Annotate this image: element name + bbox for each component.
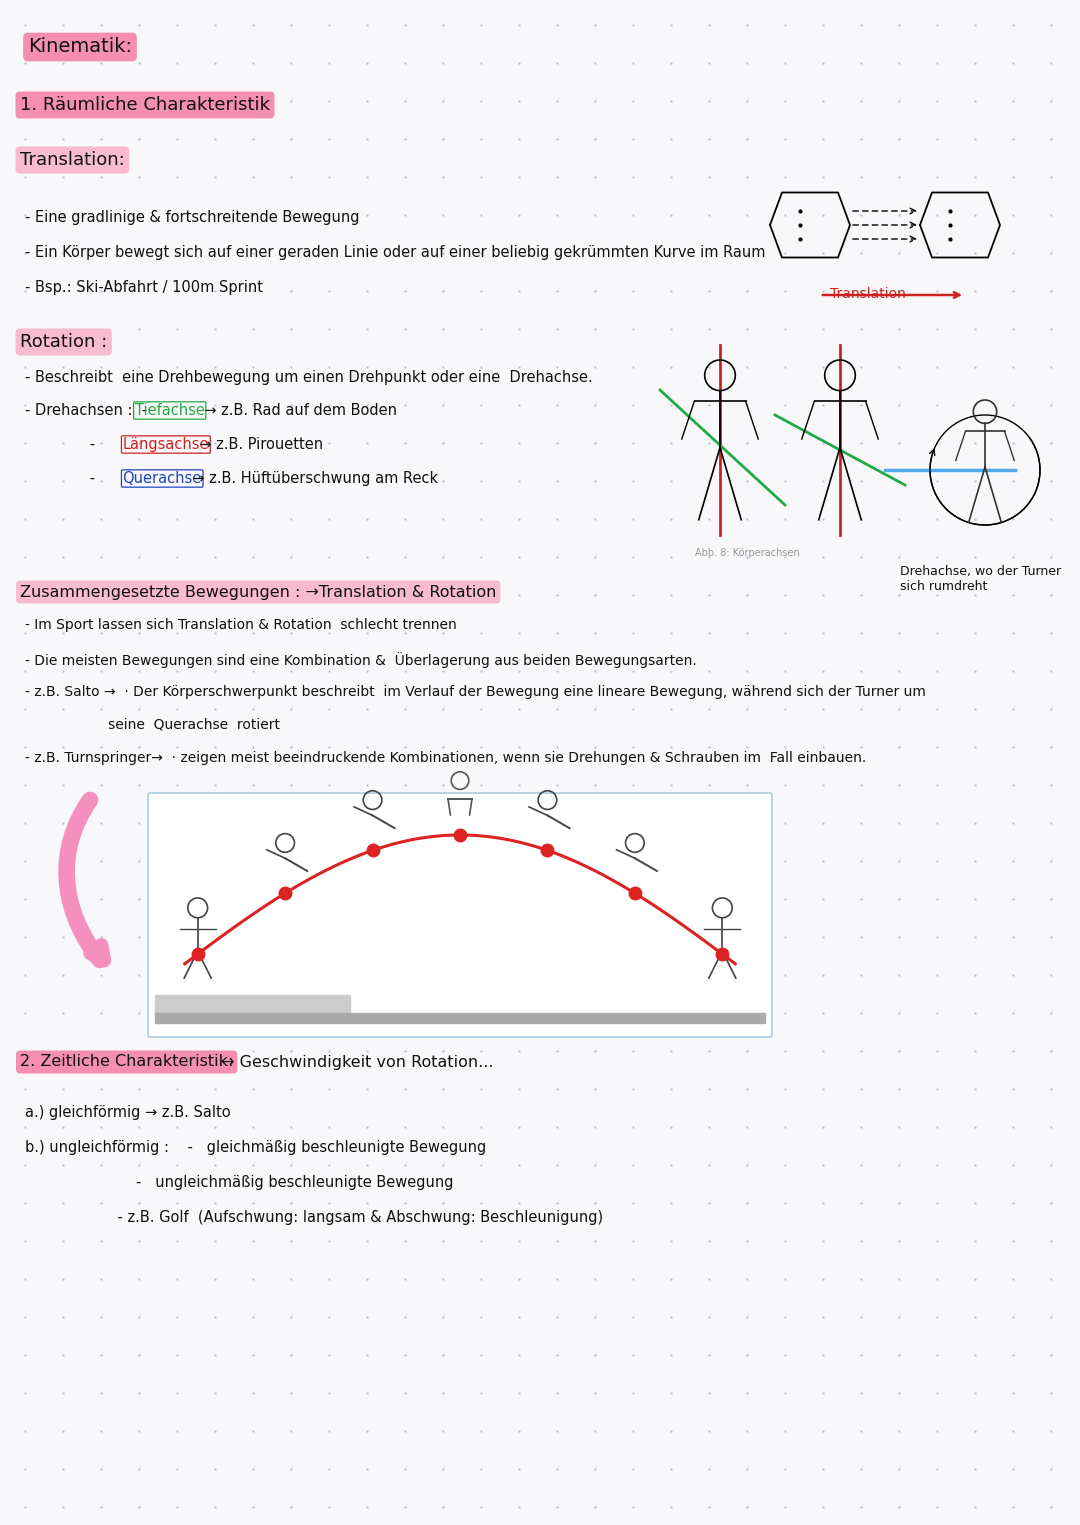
Text: Tiefachse: Tiefachse bbox=[135, 403, 205, 418]
Text: - Drehachsen :  -: - Drehachsen : - bbox=[25, 403, 152, 418]
Text: Rotation :: Rotation : bbox=[21, 332, 107, 351]
Text: 1. Räumliche Charakteristik: 1. Räumliche Charakteristik bbox=[21, 96, 270, 114]
Text: - Beschreibt  eine Drehbewegung um einen Drehpunkt oder eine  Drehachse.: - Beschreibt eine Drehbewegung um einen … bbox=[25, 371, 593, 384]
Text: Abb. 8: Körperachsen: Abb. 8: Körperachsen bbox=[696, 547, 800, 558]
Text: - Ein Körper bewegt sich auf einer geraden Linie oder auf einer beliebig gekrümm: - Ein Körper bewegt sich auf einer gerad… bbox=[25, 246, 766, 259]
Text: → z.B. Hüftüberschwung am Reck: → z.B. Hüftüberschwung am Reck bbox=[183, 471, 438, 486]
FancyBboxPatch shape bbox=[148, 793, 772, 1037]
Text: a.) gleichförmig → z.B. Salto: a.) gleichförmig → z.B. Salto bbox=[25, 1106, 231, 1119]
Text: - Eine gradlinige & fortschreitende Bewegung: - Eine gradlinige & fortschreitende Bewe… bbox=[25, 210, 360, 226]
Text: → z.B. Pirouetten: → z.B. Pirouetten bbox=[190, 438, 323, 451]
Text: - z.B. Golf  (Aufschwung: langsam & Abschwung: Beschleunigung): - z.B. Golf (Aufschwung: langsam & Absch… bbox=[25, 1209, 603, 1225]
Text: - Bsp.: Ski-Abfahrt / 100m Sprint: - Bsp.: Ski-Abfahrt / 100m Sprint bbox=[25, 281, 264, 294]
Text: Längsachse: Längsachse bbox=[123, 438, 210, 451]
Text: → Geschwindigkeit von Rotation...: → Geschwindigkeit von Rotation... bbox=[216, 1054, 494, 1069]
Text: b.) ungleichförmig :    -   gleichmäßig beschleunigte Bewegung: b.) ungleichförmig : - gleichmäßig besch… bbox=[25, 1141, 486, 1154]
Text: - z.B. Salto →  · Der Körperschwerpunkt beschreibt  im Verlauf der Bewegung eine: - z.B. Salto → · Der Körperschwerpunkt b… bbox=[25, 685, 926, 698]
Text: - Die meisten Bewegungen sind eine Kombination &  Überlagerung aus beiden Bewegu: - Die meisten Bewegungen sind eine Kombi… bbox=[25, 653, 697, 668]
Text: -: - bbox=[25, 471, 99, 486]
Text: Zusammengesetzte Bewegungen : →Translation & Rotation: Zusammengesetzte Bewegungen : →Translati… bbox=[21, 584, 497, 599]
Text: -: - bbox=[25, 438, 99, 451]
Text: Kinematik:: Kinematik: bbox=[28, 38, 132, 56]
Text: Translation:: Translation: bbox=[21, 151, 125, 169]
Text: - z.B. Turnspringer→  · zeigen meist beeindruckende Kombinationen, wenn sie Dreh: - z.B. Turnspringer→ · zeigen meist beei… bbox=[25, 750, 866, 766]
Text: - Im Sport lassen sich Translation & Rotation  schlecht trennen: - Im Sport lassen sich Translation & Rot… bbox=[25, 618, 457, 631]
Text: 2. Zeitliche Charakteristik:: 2. Zeitliche Charakteristik: bbox=[21, 1054, 233, 1069]
Text: Querachse: Querachse bbox=[123, 471, 202, 486]
Text: seine  Querachse  rotiert: seine Querachse rotiert bbox=[25, 718, 280, 732]
Text: Drehachse, wo der Turner
sich rumdreht: Drehachse, wo der Turner sich rumdreht bbox=[900, 564, 1062, 593]
Text: → z.B. Rad auf dem Boden: → z.B. Rad auf dem Boden bbox=[195, 403, 397, 418]
Text: -   ungleichmäßig beschleunigte Bewegung: - ungleichmäßig beschleunigte Bewegung bbox=[25, 1174, 454, 1190]
Text: Translation: Translation bbox=[831, 287, 906, 300]
